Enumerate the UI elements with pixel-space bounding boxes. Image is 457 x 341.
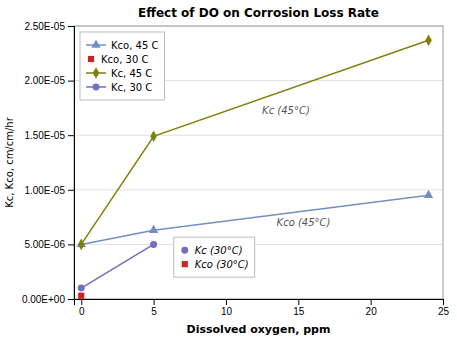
legend-item: Kc (30°C) xyxy=(181,245,242,256)
x-tick: 0 xyxy=(79,299,85,317)
x-tick-label: 15 xyxy=(293,306,305,317)
legend: Kc (30°C) Kco (30°C) xyxy=(174,237,255,277)
point xyxy=(149,225,158,233)
x-tick-label: 20 xyxy=(366,306,378,317)
y-tick-mark xyxy=(68,26,74,27)
series xyxy=(78,293,84,299)
x-axis: 0 5 10 15 20 25 xyxy=(75,299,450,317)
y-tick: 1.50E-05 xyxy=(24,130,74,141)
plot-frame xyxy=(74,26,443,299)
grid-line xyxy=(74,135,443,136)
point xyxy=(424,190,433,198)
annotation: Kco (45°C) xyxy=(277,217,331,228)
y-tick: 2.00E-05 xyxy=(24,75,74,86)
x-tick-label: 5 xyxy=(151,306,157,317)
x-tick-mark xyxy=(226,299,227,305)
y-tick-mark xyxy=(68,299,74,300)
y-tick: 5.00E-06 xyxy=(24,239,74,250)
annotation: Kc (45°C) xyxy=(262,105,310,116)
x-axis-title: Dissolved oxygen, ppm xyxy=(187,323,331,336)
y-tick-mark xyxy=(68,244,74,245)
x-tick-label: 25 xyxy=(438,306,450,317)
y-tick-mark xyxy=(68,81,74,82)
legend-label: Kc, 30 C xyxy=(111,82,152,93)
legend-marker xyxy=(91,40,100,48)
point xyxy=(150,131,157,142)
legend: Kco, 45 C Kco, 30 C Kc, 45 C Kc, 30 C xyxy=(80,32,164,100)
legend-marker xyxy=(181,247,188,254)
series xyxy=(78,241,157,292)
point xyxy=(78,293,84,299)
grid-line xyxy=(74,244,443,245)
legend-item: Kc, 45 C xyxy=(86,67,152,78)
y-tick: 1.00E-05 xyxy=(24,185,74,196)
legend-label: Kco (30°C) xyxy=(195,259,249,270)
y-tick-label: 2.00E-05 xyxy=(24,75,65,86)
x-tick-mark xyxy=(443,299,444,305)
legend-marker xyxy=(93,67,100,78)
legend-frame xyxy=(80,32,164,100)
grid xyxy=(74,26,443,299)
legend-item: Kco, 30 C xyxy=(88,54,149,65)
point xyxy=(78,239,85,250)
point xyxy=(78,285,85,292)
y-tick: 2.50E-05 xyxy=(24,21,74,32)
series xyxy=(78,34,432,250)
point xyxy=(150,241,157,248)
legend-item: Kco (30°C) xyxy=(182,259,249,270)
x-tick-mark xyxy=(81,299,82,305)
y-tick-label: 0.00E+00 xyxy=(22,294,66,305)
y-tick-mark xyxy=(68,135,74,136)
y-tick: 0.00E+00 xyxy=(22,294,74,305)
series-group xyxy=(77,34,434,298)
y-tick-mark xyxy=(68,190,74,191)
y-tick-label: 2.50E-05 xyxy=(24,21,65,32)
legend-label: Kc (30°C) xyxy=(195,245,243,256)
y-axis-line xyxy=(68,27,75,300)
legend-marker xyxy=(93,84,100,91)
x-tick-mark xyxy=(371,299,372,305)
series-line xyxy=(81,40,428,244)
x-tick: 20 xyxy=(366,299,378,317)
legend-marker xyxy=(182,261,188,267)
y-tick-label: 5.00E-06 xyxy=(24,239,65,250)
x-tick-label: 0 xyxy=(79,306,85,317)
y-axis: 0.00E+00 5.00E-06 1.00E-05 1.50E-05 2.00E-05… xyxy=(22,21,75,305)
x-tick-mark xyxy=(298,299,299,305)
y-axis-title: Kc, Kco, cm/cm/hr xyxy=(4,116,15,207)
legend-item: Kco, 45 C xyxy=(86,40,158,51)
x-tick: 10 xyxy=(221,299,233,317)
x-tick-label: 10 xyxy=(221,306,233,317)
x-tick: 5 xyxy=(151,299,157,317)
x-axis-line xyxy=(75,300,444,306)
x-tick: 25 xyxy=(438,299,450,317)
plot-area: 0 5 10 15 20 25 0.00E+00 5.00E-06 1.00E-05 1.50E-… xyxy=(22,21,450,317)
x-tick-mark xyxy=(154,299,155,305)
legend-frame xyxy=(174,237,255,277)
chart: 0 5 10 15 20 25 0.00E+00 5.00E-06 1.00E-05 1.50E-… xyxy=(0,0,457,341)
series-line xyxy=(81,244,153,288)
legend-label: Kco, 30 C xyxy=(101,54,148,65)
legend-label: Kco, 45 C xyxy=(111,40,158,51)
y-tick-label: 1.50E-05 xyxy=(24,130,65,141)
legend-item: Kc, 30 C xyxy=(86,82,152,93)
title: Effect of DO on Corrosion Loss Rate xyxy=(138,6,379,20)
point xyxy=(425,34,432,45)
grid-line xyxy=(74,189,443,190)
legend-label: Kc, 45 C xyxy=(111,68,152,79)
x-tick: 15 xyxy=(293,299,305,317)
y-tick-label: 1.00E-05 xyxy=(24,185,65,196)
legend-marker xyxy=(88,56,94,62)
